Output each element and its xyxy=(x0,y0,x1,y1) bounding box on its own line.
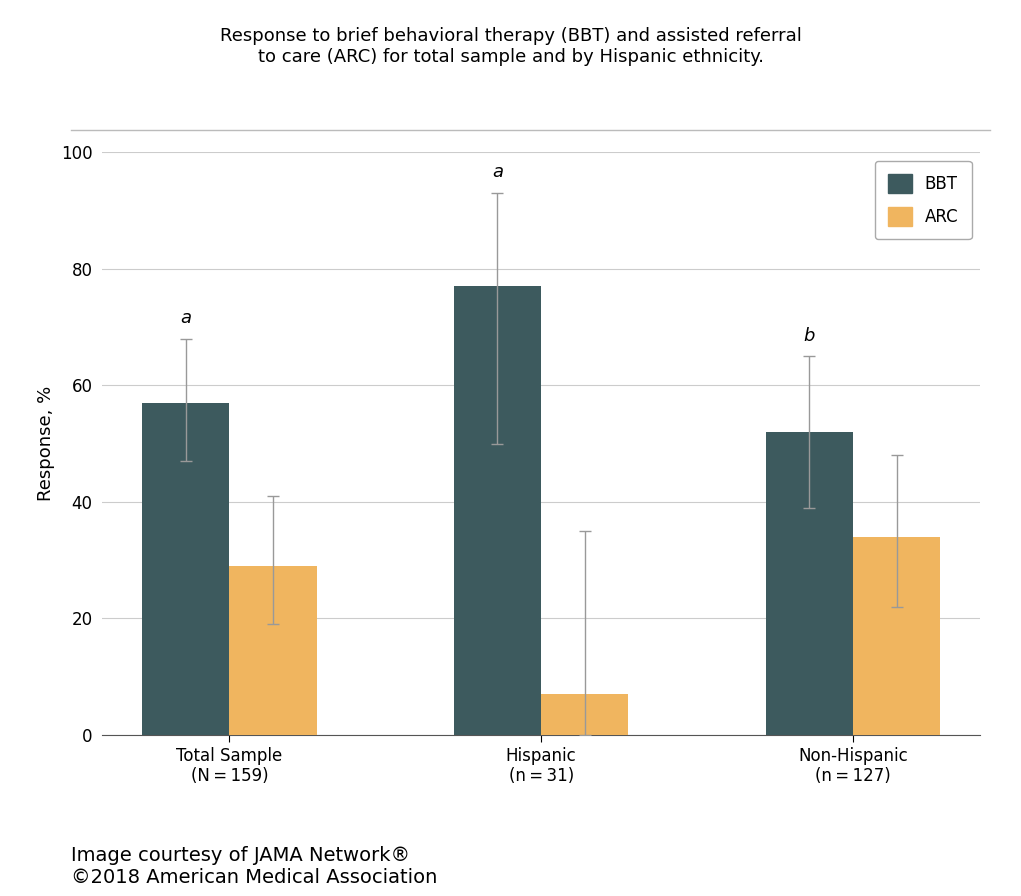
Bar xyxy=(230,566,317,735)
Bar xyxy=(541,694,629,735)
Bar xyxy=(766,432,853,735)
Y-axis label: Response, %: Response, % xyxy=(37,386,55,501)
Bar xyxy=(453,286,541,735)
Text: a: a xyxy=(492,163,503,181)
Legend: BBT, ARC: BBT, ARC xyxy=(875,160,972,239)
Bar xyxy=(853,537,940,735)
Bar xyxy=(142,402,230,735)
Text: a: a xyxy=(180,309,191,327)
Text: b: b xyxy=(804,326,815,344)
Text: Image courtesy of JAMA Network®
©2018 American Medical Association: Image courtesy of JAMA Network® ©2018 Am… xyxy=(71,846,438,887)
Text: Response to brief behavioral therapy (BBT) and assisted referral
to care (ARC) f: Response to brief behavioral therapy (BB… xyxy=(220,27,801,65)
